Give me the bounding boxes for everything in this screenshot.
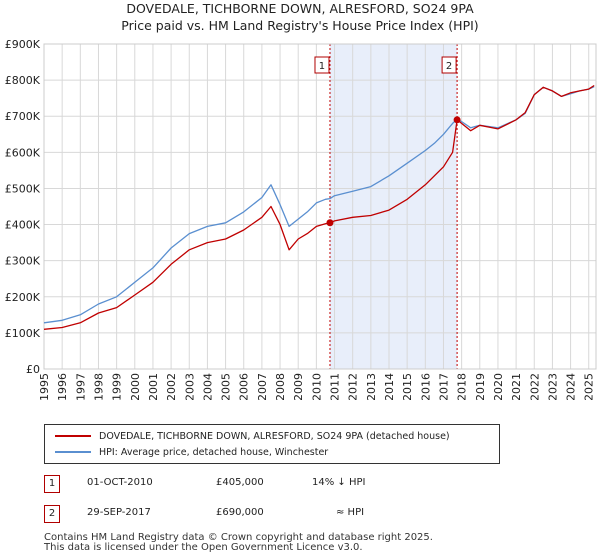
y-tick-label: £500K xyxy=(5,182,41,195)
y-tick-label: £100K xyxy=(5,327,41,340)
x-tick-label: 2011 xyxy=(329,373,342,400)
x-tick-label: 2017 xyxy=(437,373,450,400)
x-tick-label: 2003 xyxy=(183,373,196,400)
x-tick-label: 2023 xyxy=(546,373,559,400)
sale-label: 1 xyxy=(319,61,325,72)
transaction-hpi: ≈ HPI xyxy=(336,507,365,518)
shaded-period xyxy=(329,44,458,369)
y-tick-label: £0 xyxy=(26,363,40,376)
legend-swatch-hpi xyxy=(55,451,91,453)
x-tick-label: 2022 xyxy=(528,373,541,400)
x-tick-label: 2025 xyxy=(583,373,596,400)
plot-area-border xyxy=(43,43,597,370)
legend-swatch-property xyxy=(55,435,91,437)
x-tick-label: 2004 xyxy=(201,373,214,400)
x-tick-label: 2020 xyxy=(492,373,505,400)
transaction-hpi: 14% ↓ HPI xyxy=(312,477,366,488)
sale-label-box xyxy=(314,56,330,74)
transaction-date: 01-OCT-2010 xyxy=(87,477,153,488)
x-tick-label: 2005 xyxy=(220,373,233,400)
x-tick-label: 2019 xyxy=(474,373,487,400)
x-tick-label: 2013 xyxy=(365,373,378,400)
property-price-line xyxy=(43,84,595,330)
x-tick-label: 2024 xyxy=(565,373,578,400)
x-tick-label: 1997 xyxy=(74,373,87,400)
x-tick-label: 2001 xyxy=(147,373,160,400)
y-tick-label: £900K xyxy=(5,38,41,51)
sale-point xyxy=(453,116,461,124)
x-tick-label: 1998 xyxy=(92,373,105,400)
y-tick-label: £200K xyxy=(5,291,41,304)
x-tick-label: 2018 xyxy=(456,373,469,400)
legend-item-hpi: HPI: Average price, detached house, Winc… xyxy=(55,445,328,459)
x-tick-label: 2009 xyxy=(292,373,305,400)
x-tick-label: 2010 xyxy=(310,373,323,400)
sale-label: 2 xyxy=(446,61,452,72)
x-tick-label: 2016 xyxy=(419,373,432,400)
legend-label-hpi: HPI: Average price, detached house, Winc… xyxy=(99,446,329,458)
legend-item-property: DOVEDALE, TICHBORNE DOWN, ALRESFORD, SO2… xyxy=(55,429,450,443)
y-tick-label: £400K xyxy=(5,219,41,232)
transaction-price: £690,000 xyxy=(216,507,264,518)
x-tick-label: 2002 xyxy=(165,373,178,400)
sale-point xyxy=(326,219,334,227)
x-tick-label: 2000 xyxy=(129,373,142,400)
x-tick-label: 2007 xyxy=(256,373,269,400)
legend: DOVEDALE, TICHBORNE DOWN, ALRESFORD, SO2… xyxy=(44,424,500,464)
transaction-marker: 1 xyxy=(44,475,60,493)
y-tick-label: £800K xyxy=(5,74,41,87)
chart-subtitle: Price paid vs. HM Land Registry's House … xyxy=(121,18,479,33)
y-tick-label: £300K xyxy=(5,255,41,268)
x-tick-label: 1996 xyxy=(56,373,69,400)
y-tick-label: £700K xyxy=(5,110,41,123)
x-tick-label: 2012 xyxy=(347,373,360,400)
chart-title: DOVEDALE, TICHBORNE DOWN, ALRESFORD, SO2… xyxy=(126,1,474,16)
x-tick-label: 2021 xyxy=(510,373,523,400)
transaction-marker: 2 xyxy=(44,505,60,523)
x-tick-label: 1995 xyxy=(38,373,51,400)
x-tick-label: 2006 xyxy=(238,373,251,400)
x-tick-label: 1999 xyxy=(111,373,124,400)
footer-license: This data is licensed under the Open Gov… xyxy=(44,542,363,553)
y-tick-label: £600K xyxy=(5,146,41,159)
x-tick-label: 2015 xyxy=(401,373,414,400)
transaction-date: 29-SEP-2017 xyxy=(87,507,151,518)
x-tick-label: 2008 xyxy=(274,373,287,400)
sale-label-box xyxy=(441,56,457,74)
legend-label-property: DOVEDALE, TICHBORNE DOWN, ALRESFORD, SO2… xyxy=(99,430,450,442)
price-chart: £0 £100K £200K £300K £400K £500K £600K £700K £80… xyxy=(5,38,597,400)
footer-copyright: Contains HM Land Registry data © Crown c… xyxy=(44,532,433,543)
transaction-price: £405,000 xyxy=(216,477,264,488)
x-tick-label: 2014 xyxy=(383,373,396,400)
